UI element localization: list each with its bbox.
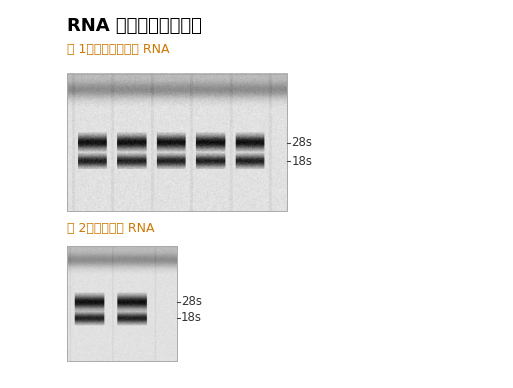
Text: 图 2：水稻叶片 RNA: 图 2：水稻叶片 RNA [67,222,154,235]
Bar [67,74,287,211]
Text: 18s: 18s [181,312,202,324]
Text: RNA 的检测分析及图例: RNA 的检测分析及图例 [67,17,202,35]
Bar [67,246,177,361]
Text: 图 1：小鼠肝脏组织 RNA: 图 1：小鼠肝脏组织 RNA [67,43,169,57]
Text: 28s: 28s [181,295,202,308]
Text: 28s: 28s [291,136,312,149]
Text: 18s: 18s [291,155,312,168]
